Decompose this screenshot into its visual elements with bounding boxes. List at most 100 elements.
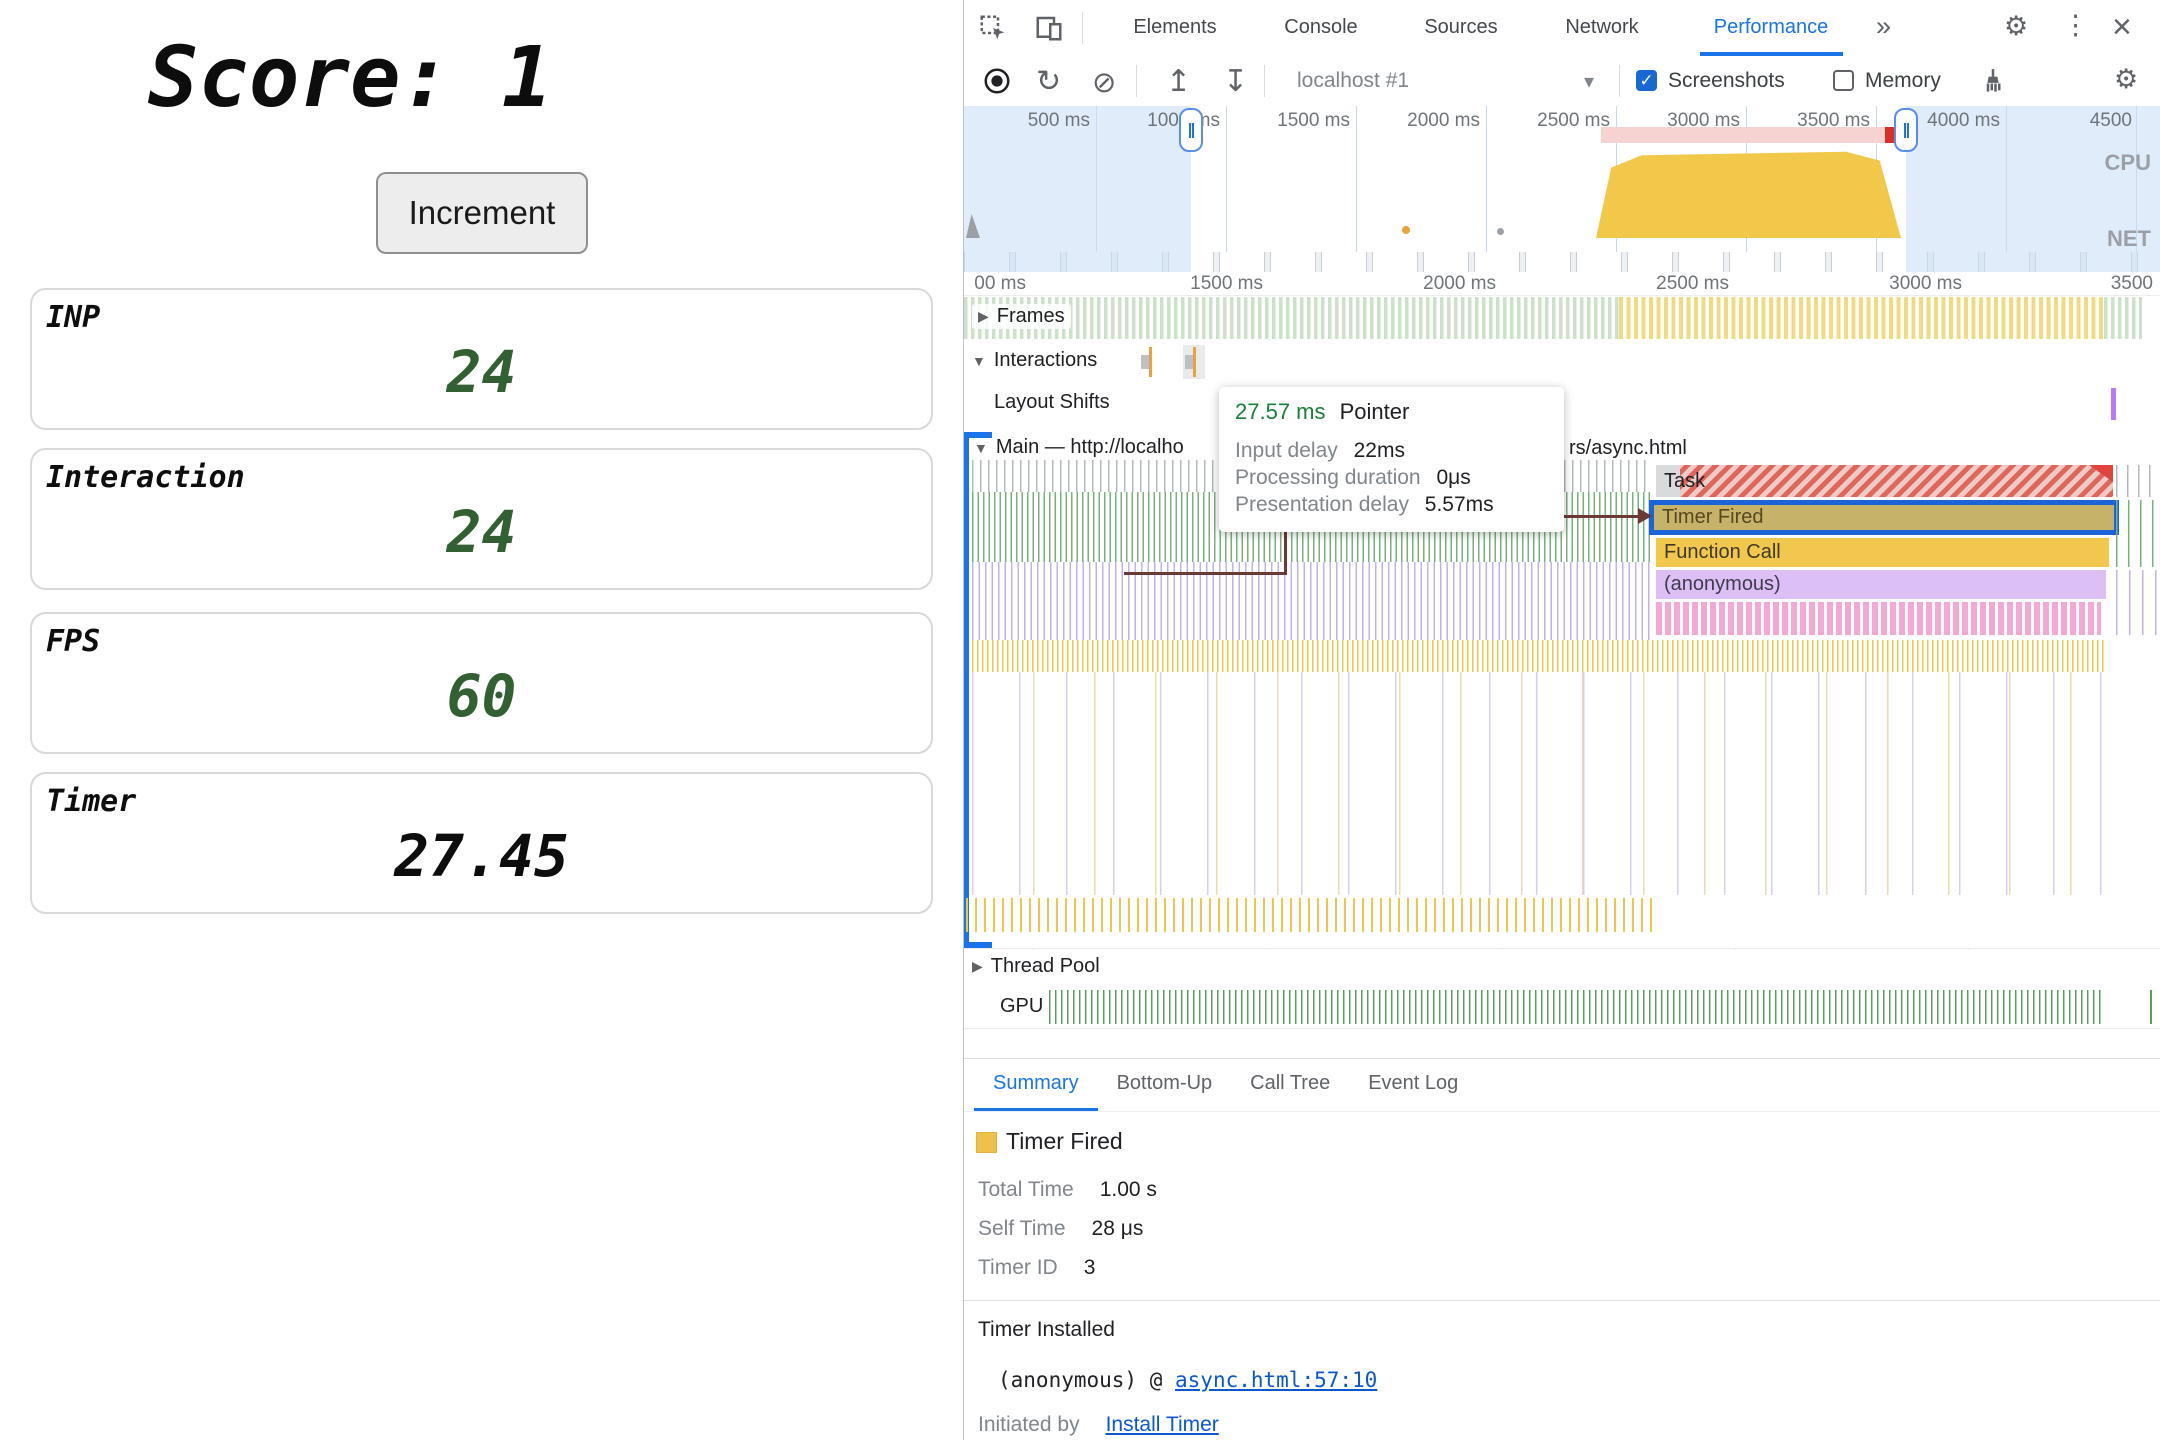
- thread-pool-track[interactable]: ▶ Thread Pool: [964, 950, 2160, 987]
- task-bar-head: [1656, 465, 1680, 497]
- kebab-menu-icon[interactable]: ⋮: [2062, 10, 2089, 40]
- toolbar-divider: [1619, 65, 1620, 97]
- interactions-track-label[interactable]: ▼ Interactions: [972, 349, 1098, 371]
- expander-expanded-icon[interactable]: ▼: [972, 352, 986, 369]
- overview-marker-dot: [1402, 226, 1410, 234]
- right-ticks-green: [2116, 500, 2160, 567]
- tab-console[interactable]: Console: [1284, 16, 1358, 38]
- expander-collapsed-icon[interactable]: ▶: [972, 958, 983, 974]
- screenshot-filmstrip[interactable]: [964, 252, 2160, 272]
- initiator-arrow-line: [1564, 515, 1640, 518]
- thread-pool-track-label[interactable]: ▶ Thread Pool: [972, 955, 1100, 977]
- install-timer-link[interactable]: Install Timer: [1105, 1413, 1219, 1436]
- timer-card-label: Timer: [46, 784, 137, 819]
- layout-shifts-track-label: Layout Shifts: [994, 391, 1110, 413]
- flame-anonymous-bar[interactable]: (anonymous): [1656, 570, 2106, 599]
- selection-handle-right[interactable]: [1894, 108, 1918, 152]
- overview-tick: 4000 ms: [1927, 110, 2000, 131]
- device-toolbar-icon[interactable]: [1034, 13, 1064, 43]
- selection-handle-left[interactable]: [1179, 108, 1203, 152]
- reload-record-icon[interactable]: ↻: [1036, 65, 1062, 98]
- flame-timer-fired-bar-selected[interactable]: Timer Fired: [1649, 500, 2119, 535]
- devtools-tab-bar: Elements Console Sources Network Perform…: [964, 0, 2160, 57]
- source-location-link[interactable]: async.html:57:10: [1175, 1368, 1378, 1392]
- track-selection-line: [964, 432, 969, 948]
- more-tabs-icon[interactable]: »: [1876, 11, 1892, 41]
- ruler-tick: 2500 ms: [1656, 273, 1729, 294]
- memory-checkbox[interactable]: [1833, 70, 1854, 91]
- tab-summary[interactable]: Summary: [974, 1059, 1098, 1111]
- increment-button[interactable]: Increment: [376, 172, 588, 254]
- timer-fired-color-swatch: [976, 1132, 997, 1153]
- main-activity-band-yellow: [972, 640, 2106, 672]
- upload-profile-icon[interactable]: ↥: [1166, 65, 1192, 98]
- record-icon[interactable]: [982, 66, 1012, 96]
- right-ticks-grey: [2116, 465, 2160, 497]
- ruler-tick: 00 ms: [974, 273, 1026, 294]
- interaction-marker[interactable]: [1149, 347, 1152, 377]
- overview-tick: 3500 ms: [1797, 110, 1870, 131]
- gpu-activity-tick: [2150, 990, 2152, 1024]
- gpu-activity-band: [1049, 990, 2104, 1024]
- interaction-marker[interactable]: [1193, 347, 1196, 377]
- history-dropdown-icon[interactable]: ▾: [1584, 71, 1595, 93]
- active-tab-underline: [1700, 52, 1843, 56]
- tab-bottom-up[interactable]: Bottom-Up: [1116, 1072, 1213, 1094]
- close-devtools-icon[interactable]: ×: [2112, 8, 2132, 46]
- tooltip-row: Input delay 22ms: [1235, 439, 1405, 462]
- initiator-connector-horizontal: [1124, 572, 1287, 575]
- tab-sources[interactable]: Sources: [1424, 16, 1498, 38]
- flame-function-call-bar[interactable]: Function Call: [1656, 538, 2109, 567]
- tab-performance[interactable]: Performance: [1713, 16, 1829, 38]
- overview-gridline: [1486, 106, 1487, 272]
- overview-dim-right: [1906, 106, 2160, 272]
- tab-event-log[interactable]: Event Log: [1368, 1072, 1459, 1094]
- frames-track-label[interactable]: ▶ Frames: [972, 304, 1071, 329]
- fps-card-label: FPS: [46, 624, 101, 659]
- frames-track[interactable]: ▶ Frames: [964, 295, 2160, 342]
- summary-row: Timer ID 3: [978, 1256, 1096, 1279]
- overview-tick: 2500 ms: [1537, 110, 1610, 131]
- interactions-track[interactable]: ▼ Interactions: [964, 341, 2160, 384]
- long-task-corner: [2089, 465, 2113, 482]
- tab-call-tree[interactable]: Call Tree: [1250, 1072, 1331, 1094]
- timeline-overview[interactable]: 500 ms 1000 ms 1500 ms 2000 ms 2500 ms 3…: [964, 106, 2160, 273]
- overview-tick: 1500 ms: [1277, 110, 1350, 131]
- gpu-track[interactable]: GPU: [964, 986, 2160, 1029]
- overview-gridline: [1356, 106, 1357, 272]
- inspect-element-icon[interactable]: [978, 13, 1008, 43]
- inp-card: INP 24: [30, 288, 933, 430]
- net-lane-label: NET: [2107, 226, 2151, 251]
- interaction-marker-stub: [1185, 355, 1193, 369]
- timer-card: Timer 27.45: [30, 772, 933, 914]
- tabbar-divider: [1082, 12, 1083, 44]
- summary-divider: [964, 1300, 2160, 1301]
- main-track-label[interactable]: ▼ Main — http://localho: [974, 436, 1184, 458]
- memory-label[interactable]: Memory: [1865, 69, 1941, 92]
- tab-elements[interactable]: Elements: [1133, 16, 1217, 38]
- flame-task-bar[interactable]: Task: [1656, 465, 2113, 497]
- main-thread-track[interactable]: ▼ Main — http://localho rs/async.html Ta…: [964, 425, 2160, 949]
- collect-garbage-icon[interactable]: [1978, 66, 2008, 96]
- expander-expanded-icon[interactable]: ▼: [974, 439, 988, 456]
- ruler-tick: 1500 ms: [1190, 273, 1263, 294]
- long-task-overview-bar: [1601, 127, 1899, 143]
- clear-recording-icon[interactable]: ⊘: [1092, 67, 1117, 99]
- tooltip-row: Processing duration 0μs: [1235, 466, 1471, 489]
- layout-shift-event[interactable]: [2111, 388, 2116, 420]
- capture-settings-gear-icon[interactable]: ⚙: [2114, 64, 2139, 94]
- gpu-track-label: GPU: [994, 994, 1050, 1019]
- track-selection-corner-bottom: [964, 942, 992, 948]
- overview-tick: 500 ms: [1027, 110, 1090, 131]
- timer-card-value: 27.45: [394, 822, 569, 890]
- settings-gear-icon[interactable]: ⚙: [2004, 11, 2029, 41]
- screenshots-label[interactable]: Screenshots: [1668, 69, 1785, 92]
- cpu-lane-label: CPU: [2104, 150, 2151, 175]
- tooltip-row: Presentation delay 5.57ms: [1235, 493, 1494, 516]
- tab-network[interactable]: Network: [1565, 16, 1639, 38]
- expander-collapsed-icon[interactable]: ▶: [978, 308, 989, 324]
- download-profile-icon[interactable]: ↧: [1223, 65, 1249, 98]
- history-select[interactable]: localhost #1: [1297, 69, 1410, 92]
- screenshots-checkbox[interactable]: ✓: [1636, 70, 1657, 91]
- tooltip-event-type: Pointer: [1339, 399, 1410, 424]
